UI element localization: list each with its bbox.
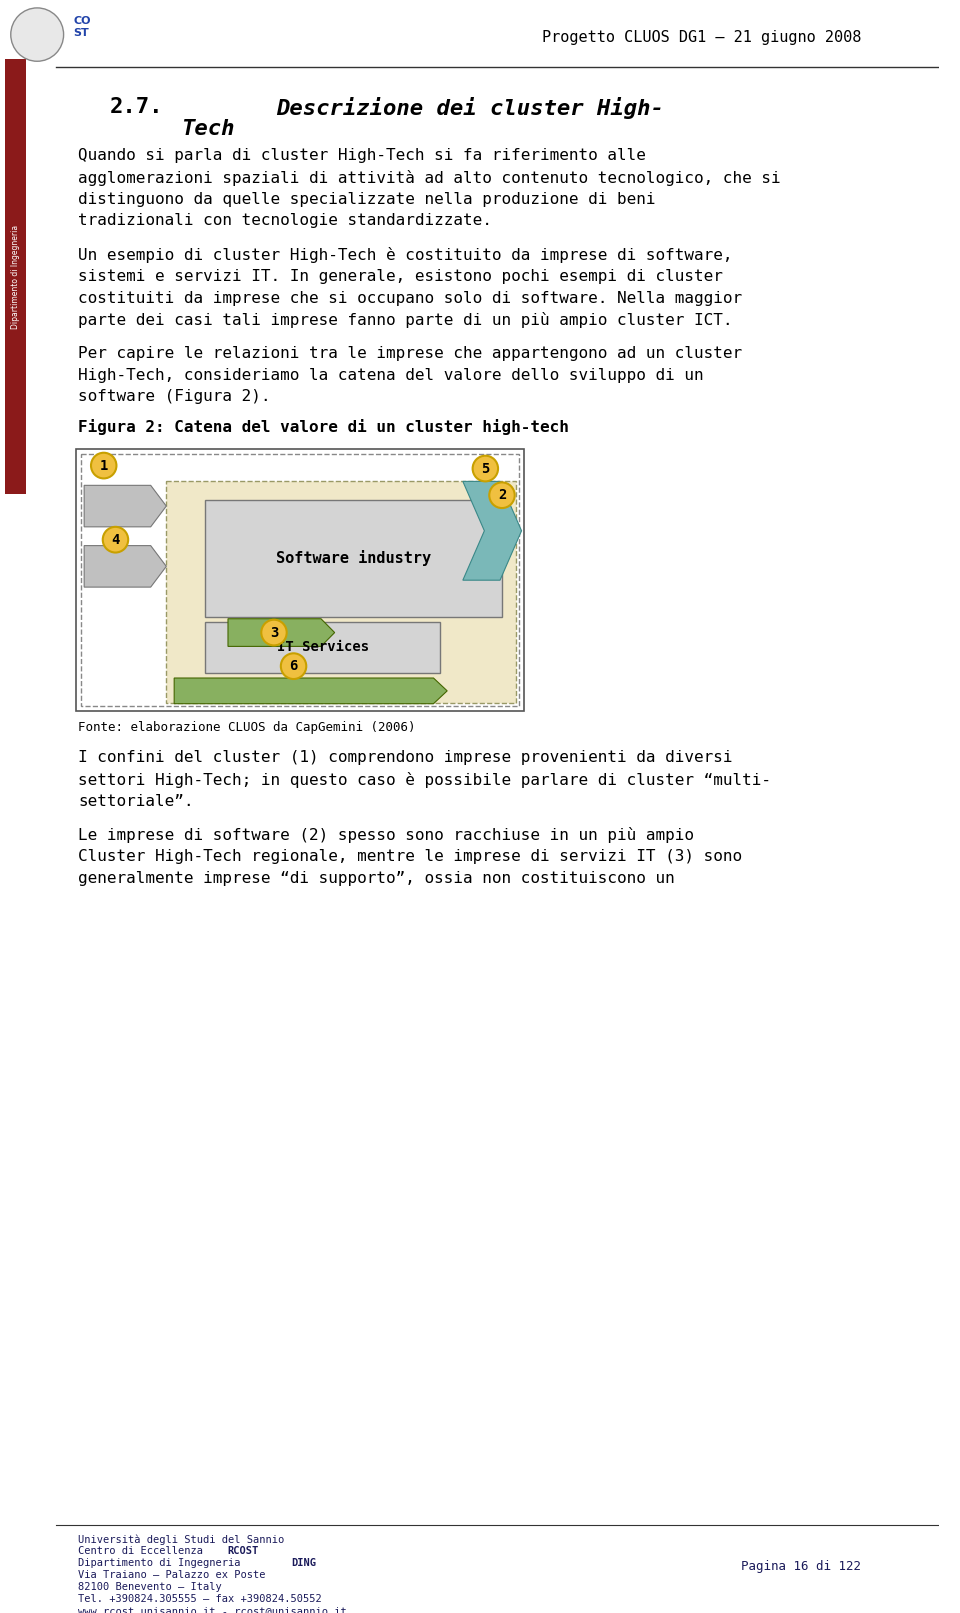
- Text: 82100 Benevento – Italy: 82100 Benevento – Italy: [79, 1582, 222, 1592]
- Text: Università degli Studi del Sannio: Università degli Studi del Sannio: [79, 1534, 284, 1545]
- Text: 3: 3: [270, 626, 278, 640]
- Text: tradizionali con tecnologie standardizzate.: tradizionali con tecnologie standardizza…: [79, 213, 492, 229]
- Text: IT Services: IT Services: [276, 640, 369, 655]
- Text: agglomerazioni spaziali di attività ad alto contenuto tecnologico, che si: agglomerazioni spaziali di attività ad a…: [79, 169, 780, 185]
- Text: Un esempio di cluster High-Tech è costituito da imprese di software,: Un esempio di cluster High-Tech è costit…: [79, 247, 732, 263]
- Circle shape: [91, 453, 116, 479]
- Bar: [82, 453, 518, 705]
- Text: Centro di Eccellenza: Centro di Eccellenza: [79, 1547, 209, 1557]
- Text: 2.7.: 2.7.: [109, 97, 163, 116]
- Polygon shape: [84, 545, 166, 587]
- Text: 1: 1: [100, 458, 108, 473]
- Text: CO: CO: [73, 16, 91, 26]
- Text: Descrizione dei cluster High-: Descrizione dei cluster High-: [276, 97, 663, 119]
- Text: Quando si parla di cluster High-Tech si fa riferimento alle: Quando si parla di cluster High-Tech si …: [79, 148, 646, 163]
- Text: settoriale”.: settoriale”.: [79, 794, 194, 808]
- Text: Fonte: elaborazione CLUOS da CapGemini (2006): Fonte: elaborazione CLUOS da CapGemini (…: [79, 721, 416, 734]
- Polygon shape: [84, 486, 166, 527]
- Circle shape: [472, 456, 498, 481]
- Text: 6: 6: [289, 660, 298, 673]
- Text: Tech: Tech: [181, 119, 234, 139]
- Bar: [77, 448, 523, 711]
- Bar: [205, 500, 502, 616]
- Text: Tel. +390824.305555 – fax +390824.50552: Tel. +390824.305555 – fax +390824.50552: [79, 1594, 322, 1603]
- Circle shape: [11, 8, 63, 61]
- Text: 4: 4: [111, 532, 120, 547]
- Text: sistemi e servizi IT. In generale, esistono pochi esempi di cluster: sistemi e servizi IT. In generale, esist…: [79, 269, 723, 284]
- Text: www.rcost.unisannio.it - rcost@unisannio.it: www.rcost.unisannio.it - rcost@unisannio…: [79, 1605, 347, 1613]
- Text: 2: 2: [498, 489, 506, 502]
- Circle shape: [103, 527, 129, 553]
- Text: parte dei casi tali imprese fanno parte di un più ampio cluster ICT.: parte dei casi tali imprese fanno parte …: [79, 313, 732, 329]
- Circle shape: [490, 482, 515, 508]
- Polygon shape: [463, 481, 521, 581]
- Bar: [5, 60, 27, 494]
- Text: I confini del cluster (1) comprendono imprese provenienti da diversi: I confini del cluster (1) comprendono im…: [79, 750, 732, 765]
- Text: software (Figura 2).: software (Figura 2).: [79, 389, 271, 405]
- Text: generalmente imprese “di supporto”, ossia non costituiscono un: generalmente imprese “di supporto”, ossi…: [79, 871, 675, 886]
- Circle shape: [281, 653, 306, 679]
- Text: Le imprese di software (2) spesso sono racchiuse in un più ampio: Le imprese di software (2) spesso sono r…: [79, 827, 694, 844]
- Text: Via Traiano – Palazzo ex Poste: Via Traiano – Palazzo ex Poste: [79, 1569, 266, 1581]
- Bar: [205, 621, 441, 673]
- Text: Progetto CLUOS DG1 – 21 giugno 2008: Progetto CLUOS DG1 – 21 giugno 2008: [541, 31, 861, 45]
- Text: Cluster High-Tech regionale, mentre le imprese di servizi IT (3) sono: Cluster High-Tech regionale, mentre le i…: [79, 848, 742, 865]
- Text: distinguono da quelle specializzate nella produzione di beni: distinguono da quelle specializzate nell…: [79, 192, 656, 206]
- Text: ST: ST: [73, 27, 89, 37]
- Text: settori High-Tech; in questo caso è possibile parlare di cluster “multi-: settori High-Tech; in questo caso è poss…: [79, 773, 771, 787]
- Text: Dipartimento di Ingegneria: Dipartimento di Ingegneria: [79, 1558, 247, 1568]
- Text: 5: 5: [481, 461, 490, 476]
- Polygon shape: [228, 619, 335, 647]
- Text: RCOST: RCOST: [227, 1547, 258, 1557]
- Text: High-Tech, consideriamo la catena del valore dello sviluppo di un: High-Tech, consideriamo la catena del va…: [79, 368, 704, 382]
- Text: Figura 2: Catena del valore di un cluster high-tech: Figura 2: Catena del valore di un cluste…: [79, 419, 569, 436]
- Text: Per capire le relazioni tra le imprese che appartengono ad un cluster: Per capire le relazioni tra le imprese c…: [79, 347, 742, 361]
- Text: Dipartimento di Ingegneria: Dipartimento di Ingegneria: [12, 224, 20, 329]
- Bar: [166, 481, 516, 703]
- Text: costituiti da imprese che si occupano solo di software. Nella maggior: costituiti da imprese che si occupano so…: [79, 290, 742, 305]
- Circle shape: [261, 619, 287, 645]
- Text: Software industry: Software industry: [276, 550, 431, 566]
- Text: DING: DING: [292, 1558, 317, 1568]
- Text: Pagina 16 di 122: Pagina 16 di 122: [741, 1560, 861, 1573]
- Polygon shape: [174, 677, 447, 703]
